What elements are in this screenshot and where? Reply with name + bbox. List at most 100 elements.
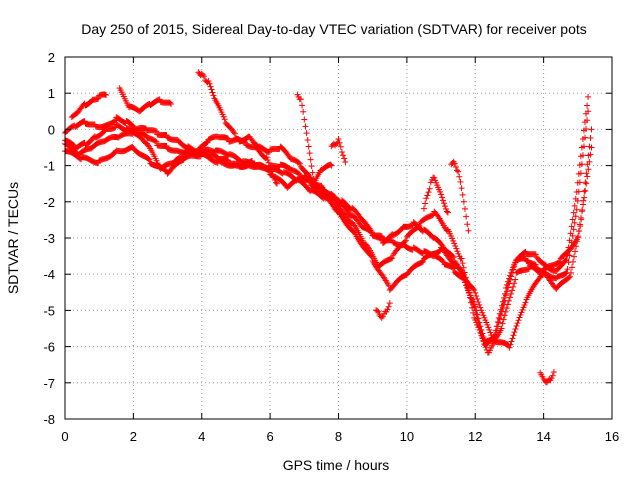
data-point [488,332,495,339]
data-point [583,170,590,177]
series-segment-m [537,368,557,386]
data-point [303,130,310,137]
data-point [499,298,506,305]
data-point [478,307,485,314]
data-layer [62,69,595,386]
data-point [263,154,270,161]
data-point [504,281,511,288]
data-point [580,127,587,134]
data-point [476,301,483,308]
data-point [429,212,436,219]
data-point [385,303,392,310]
data-point [562,257,569,264]
data-point [209,89,216,96]
data-point [471,287,478,294]
data-point [415,223,422,230]
data-point [570,209,577,216]
data-point [485,324,492,331]
data-point [571,202,578,209]
data-point [383,308,390,315]
data-point [377,235,384,242]
data-point [302,123,309,130]
data-point [501,290,508,297]
data-point [502,308,509,315]
data-point [569,242,576,249]
data-point [565,274,572,281]
data-point [304,136,311,143]
data-point [337,143,344,150]
data-point [510,283,517,290]
data-point [470,285,477,292]
data-point [452,163,459,170]
data-point [340,152,347,159]
data-point [494,319,501,326]
data-point [350,220,357,227]
data-point [282,181,289,188]
data-point [588,144,595,151]
series-track-c [62,126,595,356]
data-point [588,126,595,133]
data-point [269,171,276,178]
data-point [500,316,507,323]
y-tick-label: -5 [43,303,55,318]
data-point [152,137,159,144]
data-point [511,329,518,336]
data-point [571,253,578,260]
data-point [210,92,217,99]
data-point [423,195,430,202]
data-point [145,155,152,162]
data-point [459,191,466,198]
grid-layer [65,57,612,419]
data-point [368,253,375,260]
data-point [167,101,174,108]
data-point [163,142,170,149]
data-point [336,139,343,146]
data-point [514,320,521,327]
data-point [493,323,500,330]
data-point [388,255,395,262]
data-point [503,285,510,292]
data-point [166,99,173,106]
x-tick-label: 12 [468,429,482,444]
data-point [511,280,518,287]
data-point [451,240,458,247]
y-tick-label: -6 [43,340,55,355]
data-point [507,272,514,279]
data-point [374,307,381,314]
data-point [567,269,574,276]
data-point [297,96,304,103]
data-point [342,158,349,165]
data-point [454,248,461,255]
data-point [579,208,586,215]
data-point [309,169,316,176]
data-point [581,119,588,126]
data-point [569,264,576,271]
data-point [425,189,432,196]
data-point [203,139,210,146]
data-point [480,338,487,345]
data-point [272,179,279,186]
data-point [507,341,514,348]
data-point [539,270,546,277]
data-point [482,344,489,351]
data-point [459,260,466,267]
data-point [468,299,475,306]
data-point [469,298,476,305]
data-point [577,153,584,160]
data-point [385,282,392,289]
data-point [566,273,573,280]
data-point [506,344,513,351]
data-point [508,290,515,297]
data-point [452,242,459,249]
data-point [555,259,562,266]
data-point [583,180,590,187]
data-point [265,167,272,174]
data-point [111,118,118,125]
data-point [305,143,312,150]
data-point [267,165,274,172]
data-point [418,259,425,266]
data-point [266,162,273,169]
y-tick-label: -3 [43,231,55,246]
